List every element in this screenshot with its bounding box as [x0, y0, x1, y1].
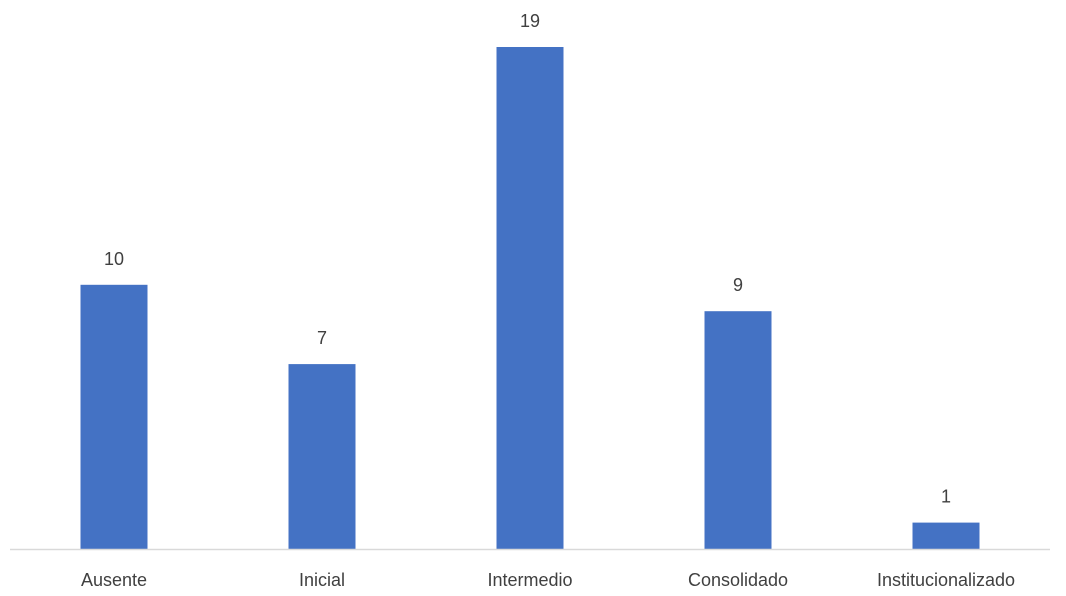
category-label-inicial: Inicial	[299, 570, 345, 590]
data-label-institucionalizado: 1	[941, 487, 951, 507]
bar-institucionalizado	[912, 522, 980, 549]
category-labels-layer: Ausente Inicial Intermedio Consolidado Insti…	[81, 570, 1015, 590]
category-label-intermedio: Intermedio	[487, 570, 572, 590]
data-labels-layer: 10 7 19 9 1	[104, 11, 951, 507]
bar-ausente	[80, 284, 148, 549]
data-label-ausente: 10	[104, 249, 124, 269]
bar-intermedio	[496, 47, 564, 549]
data-label-inicial: 7	[317, 328, 327, 348]
category-label-institucionalizado: Institucionalizado	[877, 570, 1015, 590]
category-label-consolidado: Consolidado	[688, 570, 788, 590]
bars-layer	[80, 47, 980, 549]
data-label-intermedio: 19	[520, 11, 540, 31]
bar-consolidado	[704, 311, 772, 549]
data-label-consolidado: 9	[733, 275, 743, 295]
category-label-ausente: Ausente	[81, 570, 147, 590]
bar-inicial	[288, 364, 356, 549]
